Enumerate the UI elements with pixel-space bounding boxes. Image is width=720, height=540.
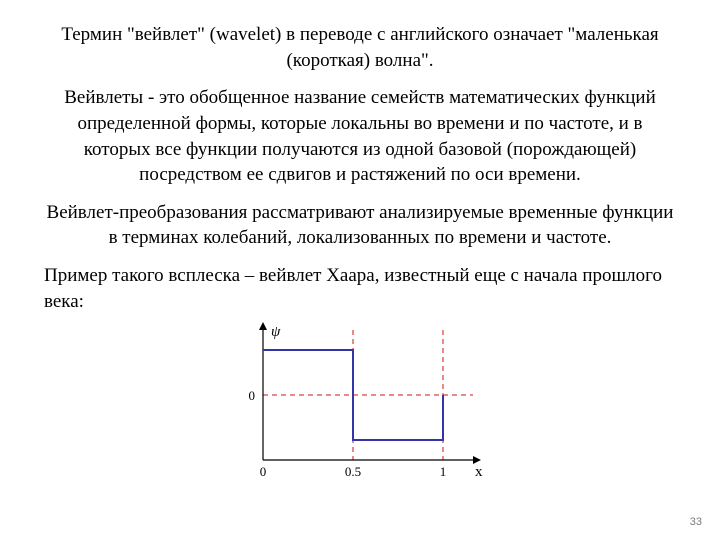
svg-text:0.5: 0.5 (344, 464, 360, 479)
paragraph-3: Вейвлет-преобразования рассматривают ана… (44, 200, 676, 251)
svg-text:ψ: ψ (271, 324, 281, 340)
svg-text:0: 0 (248, 388, 255, 403)
paragraph-4: Пример такого всплеска – вейвлет Хаара, … (44, 263, 676, 314)
slide: Термин "вейвлет" (wavelet) в переводе с … (0, 0, 720, 540)
page-number: 33 (690, 515, 702, 530)
paragraph-2: Вейвлеты - это обобщенное название семей… (44, 85, 676, 188)
svg-text:0: 0 (259, 464, 266, 479)
haar-wavelet-svg: 0 0.5 1 0 x ψ (233, 320, 488, 480)
svg-text:x: x (475, 464, 483, 480)
paragraph-1: Термин "вейвлет" (wavelet) в переводе с … (44, 22, 676, 73)
haar-wavelet-chart: 0 0.5 1 0 x ψ (44, 320, 676, 480)
svg-text:1: 1 (439, 464, 446, 479)
